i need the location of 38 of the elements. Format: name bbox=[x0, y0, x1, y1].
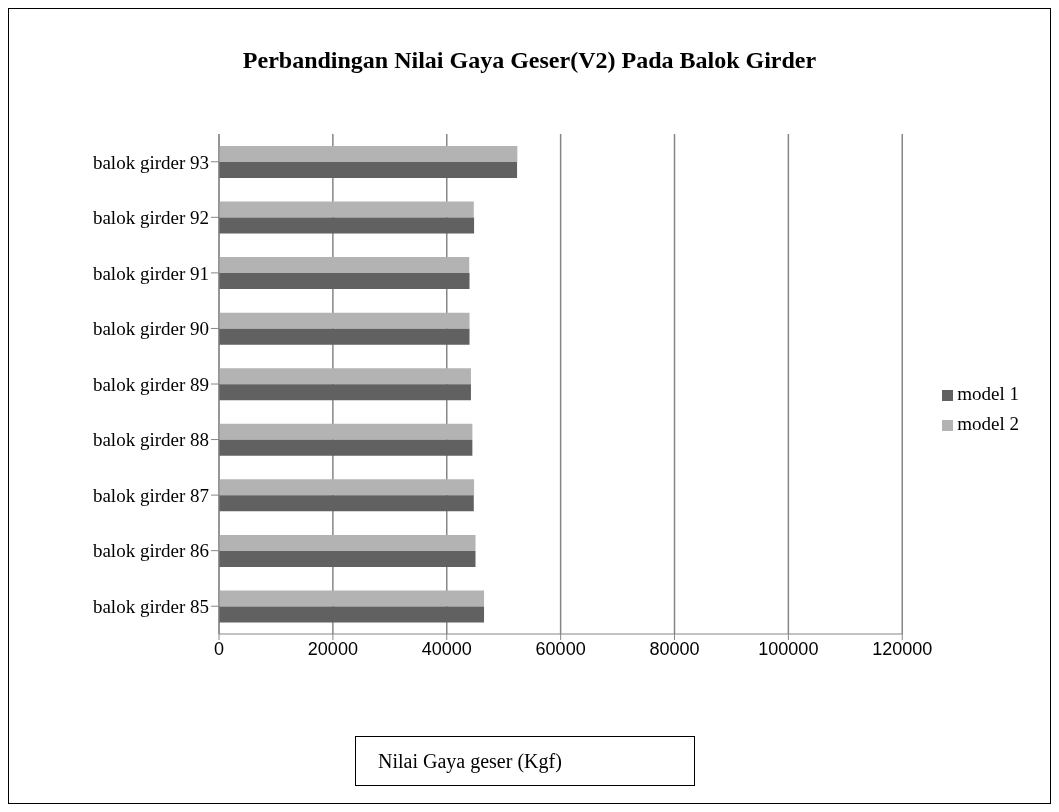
bar bbox=[219, 534, 476, 551]
bar bbox=[219, 550, 476, 567]
y-tick-label: balok girder 90 bbox=[92, 318, 209, 340]
legend-label: model 2 bbox=[957, 413, 1019, 434]
bar bbox=[219, 495, 474, 512]
bar bbox=[219, 423, 473, 440]
y-tick-label: balok girder 93 bbox=[92, 151, 209, 173]
x-tick-label: 80000 bbox=[649, 638, 700, 659]
bar bbox=[219, 368, 471, 385]
y-tick-label: balok girder 86 bbox=[92, 540, 209, 562]
y-tick-label: balok girder 89 bbox=[92, 373, 209, 395]
bar bbox=[219, 328, 470, 345]
bar bbox=[219, 273, 470, 290]
bar bbox=[219, 312, 470, 329]
x-tick-label: 100000 bbox=[758, 638, 819, 659]
y-tick-label: balok girder 88 bbox=[92, 429, 209, 451]
y-tick-label: balok girder 85 bbox=[92, 595, 209, 617]
bar bbox=[219, 257, 470, 274]
bar bbox=[219, 606, 485, 623]
x-tick-label: 60000 bbox=[535, 638, 586, 659]
bar bbox=[219, 479, 475, 496]
y-tick-label: balok girder 87 bbox=[92, 484, 209, 506]
x-tick-label: 20000 bbox=[307, 638, 358, 659]
bar bbox=[219, 162, 518, 178]
y-tick-label: balok girder 92 bbox=[92, 207, 209, 229]
bar bbox=[219, 384, 471, 401]
y-tick-label: balok girder 91 bbox=[92, 262, 209, 284]
bar bbox=[219, 146, 518, 162]
bar bbox=[219, 217, 475, 234]
x-tick-label: 120000 bbox=[872, 638, 933, 659]
x-tick-label: 40000 bbox=[421, 638, 472, 659]
legend-label: model 1 bbox=[957, 383, 1019, 404]
chart-title: Perbandingan Nilai Gaya Geser(V2) Pada Balok Girder bbox=[241, 47, 818, 74]
bar bbox=[219, 439, 473, 456]
bar bbox=[219, 590, 485, 607]
bar bbox=[219, 201, 474, 218]
x-tick-label: 0 bbox=[213, 638, 225, 659]
x-axis-title: Nilai Gaya geser (Kgf) bbox=[355, 736, 695, 786]
